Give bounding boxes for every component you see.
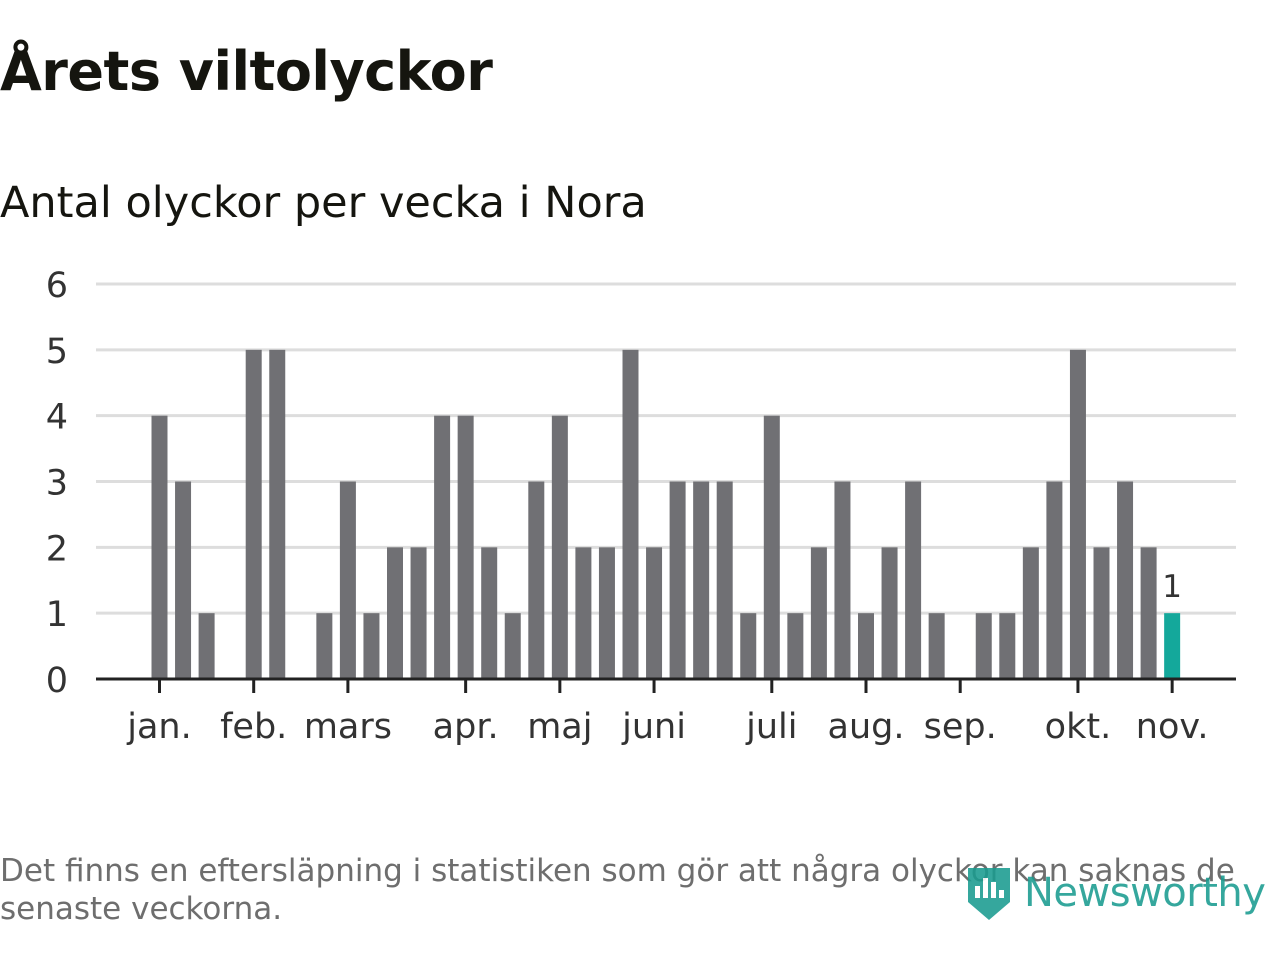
bar [1117,481,1134,679]
bar [693,481,710,679]
bar [763,415,780,679]
x-tick-label: maj [527,707,592,747]
newsworthy-chart-icon [968,868,1010,920]
bar [339,481,356,679]
y-tick-label: 4 [46,398,68,438]
bar [316,613,333,679]
bar [905,481,922,679]
y-tick-label: 2 [46,529,68,569]
bar [669,481,686,679]
y-tick-label: 5 [46,332,68,372]
bar [151,415,168,679]
bar [646,547,663,679]
bar [1069,349,1086,679]
newsworthy-wordmark: Newsworthy [1024,870,1266,916]
x-tick-label: nov. [1136,707,1209,747]
x-tick-label: sep. [924,707,997,747]
bar [810,547,827,679]
x-tick-label: okt. [1045,707,1112,747]
x-tick-label: juli [745,707,797,747]
bar [999,613,1016,679]
x-tick-label: apr. [433,707,499,747]
bar [598,547,615,679]
bar [740,613,757,679]
bar [1022,547,1039,679]
bar [245,349,262,679]
newsworthy-logo: Newsworthy [964,862,1266,924]
bar [363,613,380,679]
bar [434,415,451,679]
bar [716,481,733,679]
bar [410,547,427,679]
x-tick-label: feb. [220,707,287,747]
bar-highlighted [1164,613,1181,679]
bar [269,349,286,679]
bar [1046,481,1063,679]
bar [787,613,804,679]
bar [1140,547,1157,679]
data-labels: 1 [1162,569,1182,605]
bars [151,349,1181,679]
bar [175,481,192,679]
bar [457,415,474,679]
x-tick-label: jan. [126,707,191,747]
gridlines [96,282,1236,615]
chart-title: Årets viltolyckor [0,40,493,103]
bar [528,481,545,679]
x-tick-label: juni [621,707,686,747]
x-tick-label: mars [304,707,392,747]
bar [575,547,592,679]
data-label-highlighted: 1 [1162,569,1182,605]
footnote: Det finns en eftersläpning i statistiken… [0,853,1235,927]
bar [881,547,898,679]
bar [481,547,498,679]
bar [834,481,851,679]
y-axis-labels: 0 1 2 3 4 5 6 [46,266,68,701]
bar [928,613,945,679]
bar [387,547,403,679]
bar [504,613,521,679]
bar [975,613,992,679]
y-tick-label: 1 [46,595,68,635]
bar [198,613,215,679]
x-axis-labels: jan. feb. mars apr. maj juni juli aug. sep. okt. n… [126,707,1208,747]
bar [622,349,639,679]
y-tick-label: 0 [46,661,68,701]
bar-chart: 0 1 2 3 4 5 6 jan. feb. mars apr. maj juni juli aug. s… [46,266,1236,747]
bar [1093,547,1110,679]
x-axis [96,677,1236,693]
bar [551,415,568,679]
y-tick-label: 3 [46,464,68,504]
y-tick-label: 6 [46,266,68,306]
bar [858,613,874,679]
x-tick-label: aug. [828,707,905,747]
chart-subtitle: Antal olyckor per vecka i Nora [0,178,647,228]
